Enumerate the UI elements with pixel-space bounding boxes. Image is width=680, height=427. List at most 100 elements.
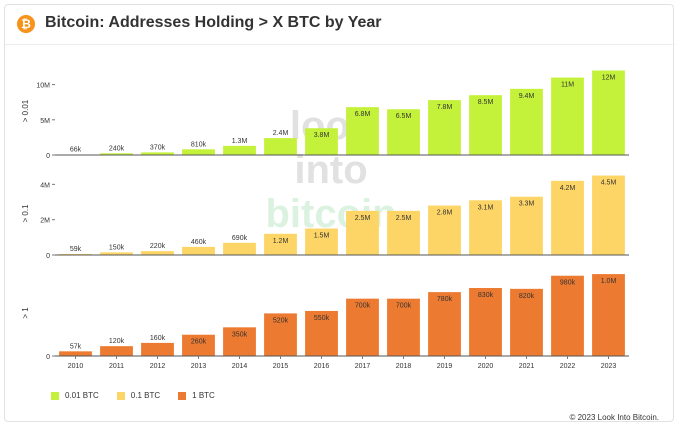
bar[interactable] xyxy=(305,228,338,255)
legend-item-01[interactable]: 0.1 BTC xyxy=(116,391,161,400)
bar[interactable] xyxy=(551,77,584,155)
bar[interactable] xyxy=(428,100,461,155)
x-tick-label: 2019 xyxy=(437,363,453,370)
data-label: 2.5M xyxy=(355,215,371,222)
legend-swatch-01 xyxy=(116,391,125,400)
bar[interactable] xyxy=(428,205,461,255)
chart-legend: 0.01 BTC 0.1 BTC 1 BTC xyxy=(51,391,215,400)
bar[interactable] xyxy=(592,70,625,155)
legend-label-01: 0.1 BTC xyxy=(130,391,161,400)
data-label: 260k xyxy=(191,339,207,346)
data-label: 240k xyxy=(109,145,125,152)
data-label: 1.5M xyxy=(314,233,330,240)
legend-item-1[interactable]: 1 BTC xyxy=(178,391,215,400)
data-label: 9.4M xyxy=(519,93,535,100)
y-tick-label: 0 xyxy=(46,253,50,260)
bar[interactable] xyxy=(264,233,297,255)
data-label: 6.8M xyxy=(355,111,371,118)
data-label: 2.5M xyxy=(396,215,412,222)
bar[interactable] xyxy=(592,274,625,356)
bar[interactable] xyxy=(551,180,584,255)
data-label: 2.8M xyxy=(437,210,453,217)
data-label: 8.5M xyxy=(478,99,494,106)
bar[interactable] xyxy=(182,334,215,356)
bar[interactable] xyxy=(305,310,338,356)
bitcoin-logo-icon: ₿ xyxy=(17,15,35,33)
data-label: 700k xyxy=(396,303,412,310)
bar[interactable] xyxy=(469,95,502,155)
data-label: 370k xyxy=(150,144,166,151)
bar[interactable] xyxy=(264,313,297,356)
bar[interactable] xyxy=(223,327,256,356)
bar[interactable] xyxy=(223,242,256,255)
bar[interactable] xyxy=(141,342,174,356)
legend-swatch-001 xyxy=(51,391,59,400)
data-label: 820k xyxy=(519,293,535,300)
bar[interactable] xyxy=(469,288,502,356)
bar[interactable] xyxy=(305,128,338,155)
bar[interactable] xyxy=(182,149,215,155)
data-label: 11M xyxy=(561,82,574,89)
bar[interactable] xyxy=(510,88,543,155)
x-tick-label: 2011 xyxy=(109,363,124,370)
bar[interactable] xyxy=(141,152,174,155)
data-label: 810k xyxy=(191,141,207,148)
y-tick-label: 2M xyxy=(40,218,50,225)
data-label: 220k xyxy=(150,243,166,250)
legend-swatch-1 xyxy=(178,391,187,400)
data-label: 3.3M xyxy=(519,201,535,208)
bar[interactable] xyxy=(59,253,92,255)
bar[interactable] xyxy=(100,252,133,255)
y-tick-label: 10M xyxy=(36,83,50,90)
bar[interactable] xyxy=(223,145,256,155)
data-label: 1.3M xyxy=(232,138,248,145)
data-label: 12M xyxy=(602,75,616,82)
bar[interactable] xyxy=(100,346,133,356)
x-tick-label: 2020 xyxy=(478,363,494,370)
y-tick-label: 0 xyxy=(46,153,50,160)
y-tick-label: 0 xyxy=(46,354,50,361)
bar[interactable] xyxy=(346,107,379,155)
bar[interactable] xyxy=(428,292,461,356)
bar[interactable] xyxy=(551,275,584,356)
bar[interactable] xyxy=(59,351,92,356)
y-axis-label: > 0.1 xyxy=(21,204,30,223)
bar[interactable] xyxy=(100,153,133,155)
data-label: 2.4M xyxy=(273,130,289,137)
data-label: 830k xyxy=(478,292,494,299)
bar[interactable] xyxy=(592,175,625,255)
data-label: 690k xyxy=(232,235,248,242)
x-tick-label: 2023 xyxy=(601,363,617,370)
data-label: 160k xyxy=(150,335,166,342)
bar[interactable] xyxy=(264,138,297,155)
legend-label-001: 0.01 BTC xyxy=(65,391,99,400)
data-label: 520k xyxy=(273,317,289,324)
bar[interactable] xyxy=(387,298,420,356)
data-label: 120k xyxy=(109,338,125,345)
bar[interactable] xyxy=(469,200,502,255)
y-axis-label: > 1 xyxy=(21,307,30,319)
bar[interactable] xyxy=(387,109,420,155)
legend-item-001[interactable]: 0.01 BTC xyxy=(51,391,99,400)
x-tick-label: 2016 xyxy=(314,363,330,370)
chart-header: ₿ Bitcoin: Addresses Holding > X BTC by … xyxy=(5,5,675,45)
x-tick-label: 2021 xyxy=(519,363,535,370)
bar[interactable] xyxy=(141,251,174,255)
data-label: 980k xyxy=(560,280,576,287)
x-tick-label: 2012 xyxy=(150,363,166,370)
data-label: 4.5M xyxy=(601,180,617,187)
data-label: 550k xyxy=(314,315,330,322)
bar[interactable] xyxy=(510,196,543,255)
bar[interactable] xyxy=(182,246,215,255)
bar[interactable] xyxy=(510,288,543,356)
bar[interactable] xyxy=(387,210,420,255)
data-label: 1.2M xyxy=(273,238,289,245)
data-label: 3.8M xyxy=(314,132,330,139)
x-tick-label: 2013 xyxy=(191,363,207,370)
x-tick-label: 2018 xyxy=(396,363,412,370)
bar[interactable] xyxy=(346,298,379,356)
chart-title: Bitcoin: Addresses Holding > X BTC by Ye… xyxy=(45,14,382,31)
bar[interactable] xyxy=(346,210,379,255)
data-label: 780k xyxy=(437,296,453,303)
